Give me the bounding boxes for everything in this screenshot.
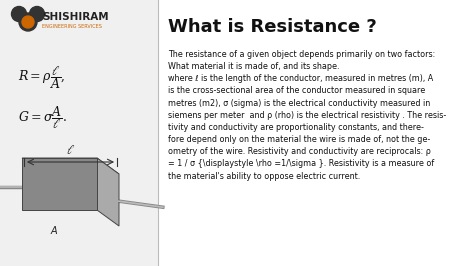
Text: $R = \rho\dfrac{\ell}{A},$: $R = \rho\dfrac{\ell}{A},$ [18,65,65,92]
Text: The resistance of a given object depends primarily on two factors:
What material: The resistance of a given object depends… [168,50,446,181]
Text: $\ell$: $\ell$ [66,144,75,157]
Text: What is Resistance ?: What is Resistance ? [168,18,376,36]
Circle shape [19,13,37,31]
Text: $G = \sigma\dfrac{A}{\ell}.$: $G = \sigma\dfrac{A}{\ell}.$ [18,105,67,131]
Circle shape [11,6,27,22]
Circle shape [29,6,45,22]
Bar [0,0,158,266]
Text: A: A [50,226,57,236]
Polygon shape [22,158,97,210]
Text: SHISHIRAM: SHISHIRAM [42,12,109,22]
Polygon shape [22,158,119,174]
Circle shape [22,16,34,28]
Text: ENGINEERING SERVICES: ENGINEERING SERVICES [42,23,102,28]
Polygon shape [97,158,119,226]
